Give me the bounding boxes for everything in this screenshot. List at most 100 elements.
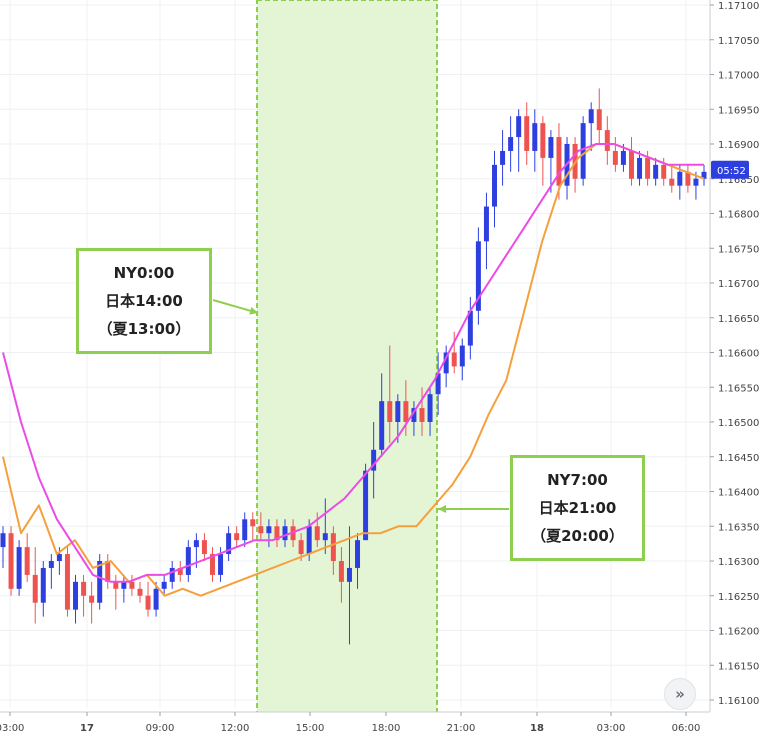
- candle-body: [459, 345, 465, 367]
- candle-body: [628, 150, 634, 179]
- candle-body: [556, 137, 562, 186]
- callout-ny7-arrow-head: [438, 505, 446, 513]
- callout-ny0-line2: 日本14:00: [105, 292, 183, 310]
- candle-body: [653, 164, 659, 179]
- x-tick-label: 21:00: [447, 723, 476, 734]
- candle-body: [209, 554, 215, 575]
- x-tick-label: 12:00: [221, 723, 250, 734]
- candle-body: [661, 164, 667, 179]
- candle-body: [282, 526, 288, 541]
- candle-body: [250, 519, 256, 527]
- scroll-forward-icon[interactable]: »: [664, 678, 696, 710]
- candle-body: [73, 581, 79, 610]
- callout-ny7: NY7:00 日本21:00 （夏20:00）: [510, 455, 645, 561]
- candle-body: [371, 449, 377, 471]
- candle-body: [258, 526, 264, 534]
- candle-body: [330, 533, 336, 561]
- x-tick-label: 06:00: [672, 723, 701, 734]
- candle-body: [177, 567, 183, 575]
- candle-body: [218, 554, 224, 575]
- y-tick-label: 1.16400: [718, 488, 759, 499]
- candle-body: [443, 352, 449, 374]
- candle-body: [685, 171, 691, 186]
- x-tick-label: 09:00: [146, 723, 175, 734]
- candle-body: [161, 581, 167, 589]
- y-tick-label: 1.16300: [718, 557, 759, 568]
- y-tick-label: 1.16600: [718, 349, 759, 360]
- y-tick-label: 1.16750: [718, 244, 759, 255]
- price-tag-label: 05:52: [717, 166, 746, 177]
- y-tick-label: 1.16250: [718, 592, 759, 603]
- candle-body: [387, 401, 393, 422]
- y-tick-label: 1.16150: [718, 661, 759, 672]
- y-tick-label: 1.16450: [718, 453, 759, 464]
- candle-body: [419, 408, 425, 422]
- candle-body: [274, 526, 280, 541]
- callout-ny7-line1: NY7:00: [547, 471, 608, 489]
- y-tick-label: 1.16350: [718, 522, 759, 533]
- candle-body: [677, 171, 683, 186]
- callout-ny7-line3: （夏20:00）: [531, 527, 624, 545]
- candle-body: [24, 547, 30, 575]
- y-tick-label: 1.16950: [718, 105, 759, 116]
- x-tick-label: 03:00: [0, 723, 24, 734]
- candle-body: [242, 519, 248, 541]
- candle-body: [612, 150, 618, 165]
- candle-body: [338, 561, 344, 582]
- candle-body: [48, 561, 54, 568]
- candle-body: [0, 533, 6, 548]
- candle-body: [89, 595, 95, 603]
- x-axis-panel: [0, 712, 765, 736]
- y-tick-label: 1.16100: [718, 696, 759, 707]
- candle-body: [298, 540, 304, 555]
- candle-body: [395, 401, 401, 422]
- candle-body: [346, 567, 352, 582]
- candle-body: [580, 123, 586, 179]
- candle-body: [411, 408, 417, 422]
- y-tick-label: 1.16800: [718, 210, 759, 221]
- candle-body: [153, 588, 159, 610]
- candle-body: [475, 241, 481, 311]
- candle-body: [524, 116, 530, 151]
- candle-body: [169, 567, 175, 582]
- candle-body: [492, 164, 498, 207]
- y-tick-label: 1.17000: [718, 71, 759, 82]
- candle-body: [40, 567, 46, 603]
- candle-body: [669, 178, 675, 186]
- candle-body: [451, 352, 457, 367]
- candle-body: [693, 178, 699, 186]
- candle-body: [266, 526, 272, 534]
- candle-body: [185, 547, 191, 575]
- candle-body: [201, 540, 207, 555]
- y-tick-label: 1.16500: [718, 418, 759, 429]
- y-tick-label: 1.16850: [718, 175, 759, 186]
- candle-body: [427, 394, 433, 422]
- candle-body: [226, 533, 232, 555]
- candle-body: [435, 373, 441, 395]
- candle-body: [129, 581, 135, 589]
- y-tick-label: 1.17050: [718, 36, 759, 47]
- y-tick-label: 1.16700: [718, 279, 759, 290]
- candle-body: [596, 109, 602, 131]
- callout-ny0: NY0:00 日本14:00 （夏13:00）: [76, 248, 212, 354]
- candle-body: [8, 533, 14, 589]
- candle-body: [16, 547, 22, 589]
- candle-body: [306, 526, 312, 555]
- session-highlight: [256, 0, 438, 715]
- candle-body: [403, 401, 409, 422]
- candle-body: [500, 150, 506, 165]
- y-tick-label: 1.16900: [718, 140, 759, 151]
- candle-body: [540, 123, 546, 158]
- candle-body: [32, 574, 38, 603]
- candle-body: [379, 401, 385, 450]
- y-axis-panel: [710, 0, 765, 736]
- candle-body: [137, 588, 143, 596]
- candle-body: [105, 561, 111, 582]
- y-tick-label: 1.17100: [718, 1, 759, 12]
- candle-body: [548, 137, 554, 158]
- x-tick-label: 17: [80, 723, 94, 734]
- candle-body: [322, 533, 328, 541]
- candle-body: [620, 150, 626, 165]
- x-tick-label: 15:00: [296, 723, 325, 734]
